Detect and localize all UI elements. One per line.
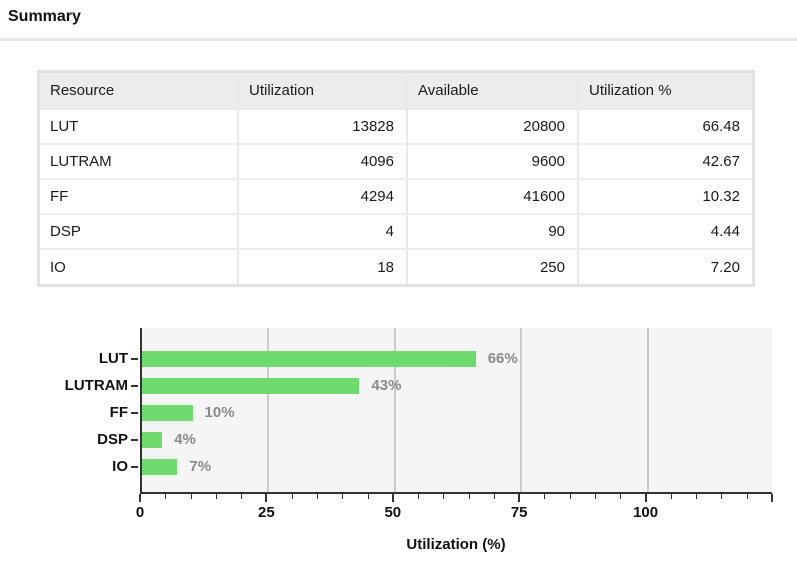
cell-value: 4.44 (577, 214, 752, 250)
y-axis-tick (131, 466, 138, 468)
column-header-utilization: Utilization (237, 73, 407, 110)
x-axis-minor-tick (670, 494, 672, 499)
x-axis-minor-tick (316, 494, 318, 499)
category-label-lutram: LUTRAM (64, 377, 128, 394)
column-header-available: Available (406, 73, 578, 110)
cell-resource: LUT (40, 109, 238, 145)
bar-lutram (142, 378, 360, 394)
table-row: DSP 4 90 4.44 (40, 214, 752, 250)
x-tick-label-25: 25 (258, 504, 275, 521)
bar-dsp (142, 432, 163, 448)
bar-value-label-lut: 66% (487, 350, 518, 367)
bar-value-label-ff: 10% (204, 404, 235, 421)
cell-value: 250 (406, 249, 578, 284)
x-axis-major-tick (391, 494, 394, 502)
cell-value: 66.48 (577, 109, 752, 145)
x-axis-major-tick (139, 494, 141, 502)
cell-value: 9600 (406, 144, 578, 180)
page-title: Summary (8, 8, 81, 25)
column-header-utilization-: Utilization % (577, 73, 752, 110)
table-row: FF 4294 41600 10.32 (40, 179, 752, 215)
cell-resource: LUTRAM (40, 144, 238, 180)
category-label-lut: LUT (98, 350, 128, 367)
title-divider (0, 38, 797, 41)
x-axis-minor-tick (418, 494, 420, 499)
column-header-resource: Resource (40, 73, 238, 110)
cell-resource: IO (40, 249, 238, 284)
cell-value: 18 (237, 249, 407, 284)
x-axis-minor-tick (468, 494, 470, 499)
gridline-50 (393, 328, 396, 492)
y-axis-tick (131, 412, 138, 414)
gridline-100 (646, 328, 649, 492)
cell-value: 42.67 (577, 144, 752, 180)
category-label-io: IO (112, 458, 128, 475)
x-tick-label-0: 0 (135, 504, 145, 521)
x-axis-minor-tick (291, 494, 293, 499)
table-row: LUT 13828 20800 66.48 (40, 109, 752, 145)
cell-value: 41600 (406, 179, 578, 215)
bar-io (142, 459, 178, 475)
x-axis-minor-tick (493, 494, 495, 499)
x-tick-label-75: 75 (510, 504, 528, 521)
bar-lut (142, 351, 476, 367)
cell-resource: FF (40, 179, 238, 215)
table-row: LUTRAM 4096 9600 42.67 (40, 144, 752, 180)
bar-value-label-dsp: 4% (174, 431, 196, 448)
x-axis-minor-tick (241, 494, 243, 499)
x-axis-minor-tick (342, 494, 344, 499)
bar-value-label-lutram: 43% (371, 377, 402, 394)
x-axis-minor-tick (696, 494, 698, 499)
table-row: IO 18 250 7.20 (40, 249, 752, 284)
category-label-dsp: DSP (97, 431, 128, 448)
x-axis-minor-tick (746, 494, 748, 499)
y-axis-tick (131, 385, 138, 387)
y-axis-tick (131, 439, 138, 441)
x-axis-major-tick (771, 494, 773, 502)
x-axis-major-tick (518, 494, 521, 502)
bar-ff (142, 405, 193, 421)
cell-value: 4294 (237, 179, 407, 215)
table-header-row: Resource Utilization Available Utilization … (40, 73, 752, 110)
utilization-summary-table: Resource Utilization Available Utilization … (37, 70, 755, 287)
category-label-ff: FF (109, 404, 128, 421)
chart-plot-area: 66% 43% 10% 4% 7% (140, 328, 772, 494)
cell-value: 13828 (237, 109, 407, 145)
cell-resource: DSP (40, 214, 238, 250)
cell-value: 7.20 (577, 249, 752, 284)
y-axis-tick (131, 358, 138, 360)
x-axis-minor-tick (367, 494, 369, 499)
cell-value: 4096 (237, 144, 407, 180)
x-axis-minor-tick (190, 494, 192, 499)
x-axis-major-tick (644, 494, 647, 502)
x-axis-minor-tick (544, 494, 546, 499)
cell-value: 10.32 (577, 179, 752, 215)
x-axis-minor-tick (215, 494, 217, 499)
bar-value-label-io: 7% (189, 458, 212, 475)
x-tick-label-100: 100 (633, 504, 659, 521)
x-axis-minor-tick (620, 494, 622, 499)
x-axis-minor-tick (165, 494, 167, 499)
x-axis-minor-tick (443, 494, 445, 499)
cell-value: 90 (406, 214, 578, 250)
gridline-75 (520, 328, 523, 492)
x-axis-minor-tick (595, 494, 597, 499)
table-body: LUT 13828 20800 66.48 LUTRAM 4096 9600 42.67 FF 4… (40, 109, 752, 284)
x-axis-major-tick (265, 494, 268, 502)
x-axis-minor-tick (721, 494, 723, 499)
cell-value: 4 (237, 214, 407, 250)
x-axis-title: Utilization (%) (406, 536, 506, 553)
cell-value: 20800 (406, 109, 578, 145)
gridline-25 (267, 328, 270, 492)
x-axis-minor-tick (569, 494, 571, 499)
x-tick-label-50: 50 (384, 504, 402, 521)
